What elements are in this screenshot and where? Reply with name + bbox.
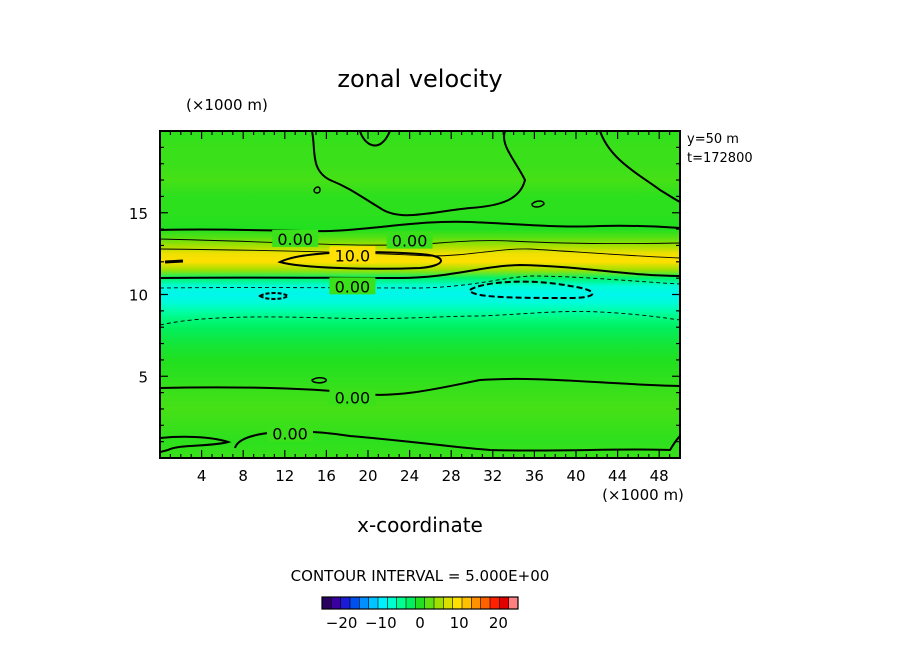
contour-label: 0.00 xyxy=(392,232,428,251)
colorbar-cell xyxy=(331,597,341,609)
contour-label-bg xyxy=(329,246,376,264)
contour-label-bg xyxy=(272,229,319,247)
contour-neg-dash-b xyxy=(160,311,680,326)
contour-label-bg xyxy=(329,277,376,295)
info-label-t: t=172800 xyxy=(687,151,753,166)
x-tick-label: 16 xyxy=(317,467,336,485)
x-tick-label: 36 xyxy=(525,467,544,485)
info-label-y: y=50 m xyxy=(687,132,739,147)
x-tick-label: 24 xyxy=(400,467,419,485)
colorbar-tick-label: −10 xyxy=(365,614,397,632)
colorbar-cell xyxy=(452,597,463,609)
colorbar: −20 −10 0 10 20 xyxy=(321,596,519,632)
colorbar-cell xyxy=(499,597,509,609)
contour-label: 0.00 xyxy=(335,389,371,408)
colorbar-cell xyxy=(378,597,388,609)
y-tick-label: 5 xyxy=(138,368,148,386)
contour-small-loop xyxy=(164,259,184,264)
contour-label-bg xyxy=(329,388,376,406)
chart-title: zonal velocity xyxy=(337,65,502,93)
contour-dot-a xyxy=(313,186,321,194)
plot-area: 0.00 0.00 10.0 0.00 0.00 0.00 xyxy=(160,131,680,458)
contour-small-blob xyxy=(311,377,327,384)
contour-zero-top xyxy=(160,220,680,233)
colorbar-frame xyxy=(321,596,519,610)
colorbar-cell xyxy=(368,597,379,609)
x-tick-label: 32 xyxy=(483,467,502,485)
colorbar-cell xyxy=(396,597,407,609)
contour-label: 10.0 xyxy=(335,246,371,265)
contour-zero-mid xyxy=(160,263,680,280)
colorbar-cell xyxy=(490,597,500,609)
x-tick-label: 44 xyxy=(608,467,627,485)
contour-minor-b xyxy=(160,248,680,259)
colorbar-cell xyxy=(424,597,435,609)
x-tick-label: 20 xyxy=(358,467,377,485)
colorbar-tick-label: −20 xyxy=(326,614,358,632)
colorbar-cell xyxy=(340,597,351,609)
contour-interval-label: CONTOUR INTERVAL = 5.000E+00 xyxy=(291,567,550,585)
x-tick-label: 12 xyxy=(275,467,294,485)
contour-top-blob-a xyxy=(311,131,527,217)
contour-neg-loop-right xyxy=(468,280,594,300)
colorbar-cell xyxy=(322,597,332,609)
x-tick-label: 4 xyxy=(197,467,207,485)
y-tick-label: 10 xyxy=(129,287,148,305)
contour-label-bg xyxy=(386,231,433,249)
colorbar-cell xyxy=(359,597,369,609)
contour-label: 0.00 xyxy=(335,277,371,296)
x-tick-label: 28 xyxy=(442,467,461,485)
velocity-field xyxy=(160,131,680,458)
colorbar-cell xyxy=(415,597,425,609)
colorbar-cell xyxy=(508,597,519,609)
colorbar-tick-label: 20 xyxy=(489,614,508,632)
contour-zero-lower xyxy=(160,377,680,396)
x-axis: 4 8 12 16 20 24 28 32 36 40 44 48 xyxy=(169,131,671,485)
contour-zero-bottom xyxy=(160,435,232,453)
contour-neg-dash-a xyxy=(160,275,680,289)
y-axis: 5 10 15 xyxy=(129,146,680,443)
contour-label-bg xyxy=(267,424,313,442)
x-tick-label: 48 xyxy=(650,467,669,485)
contour-label: 0.00 xyxy=(272,424,308,443)
colorbar-tick-label: 0 xyxy=(415,614,425,632)
contour-dot-b xyxy=(531,200,545,208)
x-tick-label: 8 xyxy=(238,467,248,485)
y-tick-label: 15 xyxy=(129,205,148,223)
x-tick-label: 40 xyxy=(566,467,585,485)
colorbar-tick-label: 10 xyxy=(450,614,469,632)
y-axis-unit: (×1000 m) xyxy=(186,96,268,114)
colorbar-cell xyxy=(387,597,397,609)
x-axis-label: x-coordinate xyxy=(357,513,483,537)
contour-top-blob-b xyxy=(359,131,391,147)
colorbar-cell xyxy=(443,597,453,609)
contour-top-blob-c xyxy=(599,131,680,203)
colorbar-cell xyxy=(462,597,472,609)
contour-neg-loop-left xyxy=(258,292,290,300)
x-axis-unit: (×1000 m) xyxy=(602,486,684,504)
colorbar-cell xyxy=(406,597,416,609)
colorbar-cell xyxy=(350,597,360,609)
contour-ten-loop xyxy=(277,251,442,270)
colorbar-cell xyxy=(434,597,444,609)
contour-label: 0.00 xyxy=(277,230,313,249)
colorbar-cell xyxy=(480,597,491,609)
contour-lines xyxy=(160,131,680,453)
colorbar-cell xyxy=(471,597,481,609)
